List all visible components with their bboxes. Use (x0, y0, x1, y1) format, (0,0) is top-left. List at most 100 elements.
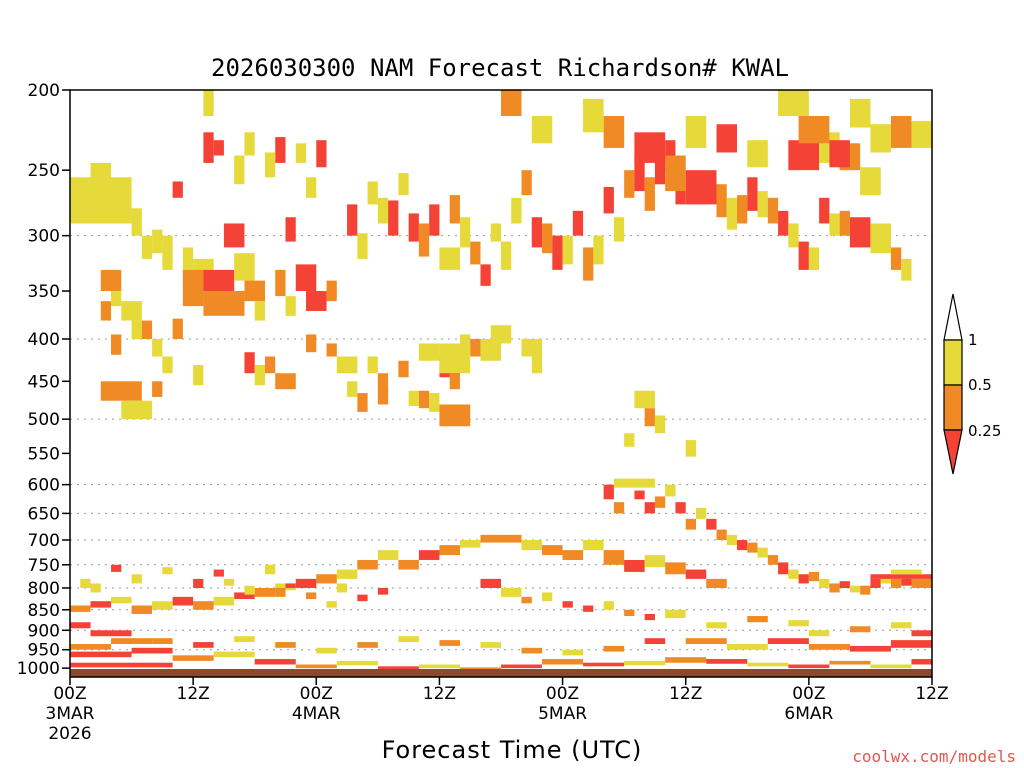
heatmap-cell (131, 605, 153, 614)
heatmap-cell (562, 601, 573, 608)
heatmap-cell (223, 223, 245, 248)
heatmap-cell (860, 585, 871, 595)
heatmap-cell (111, 291, 122, 307)
heatmap-cell (367, 181, 378, 205)
heatmap-cell (911, 630, 932, 637)
y-tick-label: 850 (28, 601, 60, 621)
heatmap-cell (90, 162, 112, 192)
heatmap-cell (654, 415, 666, 434)
heatmap-cell (778, 90, 809, 116)
y-tick-label: 250 (28, 161, 60, 181)
heatmap-cell (90, 583, 101, 593)
heatmap-cell (111, 596, 132, 604)
heatmap-cell (306, 334, 317, 353)
heatmap-cell (131, 208, 142, 236)
heatmap-cell (644, 638, 666, 644)
heatmap-cell (203, 269, 235, 292)
heatmap-cell (418, 223, 430, 257)
y-tick-label: 400 (28, 330, 60, 350)
heatmap-cell (244, 280, 265, 302)
x-tick-label: 3MAR (46, 704, 95, 724)
heatmap-cell (737, 540, 748, 551)
y-tick-label: 600 (28, 476, 60, 496)
heatmap-cell (788, 569, 799, 579)
heatmap-cell (480, 534, 522, 543)
heatmap-cell (449, 195, 460, 224)
heatmap-cell (829, 140, 850, 168)
heatmap-cell (121, 301, 142, 321)
heatmap-cell (634, 490, 645, 500)
heatmap-cell (583, 247, 594, 281)
heatmap-cell (849, 98, 871, 128)
heatmap-cell (254, 659, 296, 665)
x-tick-label: 2026 (48, 724, 91, 744)
heatmap-cell (347, 381, 358, 397)
heatmap-cell (264, 356, 276, 374)
heatmap-cell (439, 404, 471, 427)
y-tick-label: 800 (28, 579, 60, 599)
legend-bin-yellow (943, 339, 963, 386)
heatmap-cell (665, 657, 707, 663)
heatmap-cell (418, 664, 460, 669)
heatmap-cell (757, 191, 768, 218)
heatmap-cell (172, 596, 194, 606)
heatmap-cell (747, 542, 758, 553)
heatmap-cell (439, 545, 460, 556)
heatmap-cell (234, 592, 255, 600)
heatmap-cell (716, 124, 738, 153)
heatmap-cell (531, 217, 543, 248)
heatmap-cell (100, 301, 112, 321)
heatmap-cell (111, 564, 122, 572)
heatmap-cell (254, 587, 276, 597)
heatmap-cell (521, 596, 532, 604)
heatmap-cell (562, 550, 584, 560)
heatmap-cell (634, 132, 666, 163)
heatmap-cell (152, 338, 163, 357)
heatmap-cell (357, 642, 378, 648)
heatmap-cell (665, 140, 676, 171)
heatmap-cell (778, 210, 789, 236)
y-tick-label: 900 (28, 621, 60, 641)
heatmap-cell (275, 269, 286, 297)
heatmap-cell (275, 373, 296, 390)
heatmap-cell (377, 666, 419, 670)
heatmap-cell (182, 247, 194, 286)
heatmap-cell (675, 502, 686, 514)
legend-arrow-bottom (943, 429, 963, 475)
heatmap-cell (706, 659, 748, 664)
legend-label: 0.25 (968, 422, 1001, 440)
heatmap-cell (439, 247, 460, 270)
heatmap-cell (767, 638, 809, 644)
heatmap-cell (90, 601, 112, 608)
heatmap-cell (685, 518, 696, 530)
heatmap-cell (501, 90, 522, 116)
x-tick-label: 00Z (546, 684, 579, 704)
heatmap-cell (654, 496, 666, 508)
x-tick-label: 6MAR (784, 704, 833, 724)
heatmap-cell (501, 587, 522, 597)
heatmap-cell (234, 253, 255, 281)
heatmap-cell (706, 622, 727, 629)
credit-text: coolwx.com/models (852, 747, 1016, 766)
heatmap-cell (316, 140, 327, 168)
heatmap-cell (213, 569, 224, 577)
heatmap-cell (829, 660, 871, 665)
heatmap-cell (501, 241, 512, 270)
heatmap-cell (911, 120, 932, 148)
heatmap-cell (890, 247, 902, 270)
x-axis-label: Forecast Time (UTC) (382, 736, 643, 764)
heatmap-cell (644, 177, 655, 211)
heatmap-cell (429, 204, 440, 236)
x-tick-label: 5MAR (538, 704, 587, 724)
heatmap-cell (326, 280, 337, 302)
heatmap-cell (911, 659, 932, 665)
heatmap-cell (624, 170, 635, 198)
legend-label: 1 (968, 331, 978, 349)
heatmap-cell (100, 381, 142, 401)
heatmap-cell (644, 555, 666, 568)
x-tick-label: 00Z (53, 684, 86, 704)
y-tick-label: 500 (28, 410, 60, 430)
x-tick-label: 12Z (177, 684, 210, 704)
y-tick-label: 300 (28, 227, 60, 247)
